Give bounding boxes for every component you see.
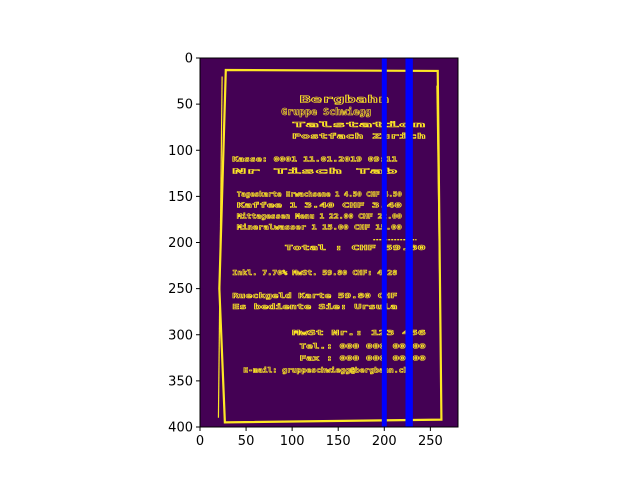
receipt-line-16: Fax : 000 000 00 00 [300,354,426,363]
receipt-line-3: Postfach Zurich [292,131,426,140]
receipt-line-2: Talstation [292,120,426,129]
x-tick-label: 200 [372,434,397,449]
y-tick-label: 100 [168,144,193,159]
receipt-line-4: Kasse: 0001 11.01.2019 09:11 [232,154,397,163]
receipt-line-5: Nr Tisch Tab [232,166,399,175]
y-tick-label: 50 [176,98,193,113]
y-tick-label: 400 [168,421,193,436]
plot-area: Bergbahn Gruppe Schwiegg Talstation Postfac… [200,58,458,427]
image-background [200,58,458,427]
receipt-line-15: Tel.: 000 000 00 00 [300,342,426,351]
x-tick-label: 0 [196,434,204,449]
receipt-line-1: Gruppe Schwiegg [281,107,371,118]
x-tick-label: 150 [326,434,351,449]
axes: 0 50 100 150 200 250 0 50 100 150 200 250 300 350 400 [168,52,459,449]
receipt-line-0: Bergbahn [300,94,390,105]
receipt-line-11: Inkl. 7.70% MwSt. 59.80 CHF: 4.28 [232,268,397,277]
receipt-line-17: E-mail: gruppeschwiegg@bergbahn.ch [243,366,408,375]
receipt-edge-left [217,76,223,418]
receipt-line-13: Es bediente Sie: Ursula [232,302,397,311]
receipt-line-10: Total : CHF 59.80 [285,243,426,252]
y-tick-label: 0 [185,52,193,67]
y-tick-label: 250 [168,282,193,297]
receipt-line-9: Mineralwasser 1 15.00 CHF 15.00 [237,223,402,232]
y-tick-label: 150 [168,190,193,205]
receipt-line-8: Mittagessen Menu 1 22.00 CHF 22.00 [237,212,402,221]
x-tick-label: 250 [418,434,443,449]
blue-vertical-band [405,58,413,427]
receipt-line-12: Rueckgeld Karte 59.80 CHF [232,291,397,300]
y-tick-label: 300 [168,328,193,343]
receipt-edge-right [436,85,442,409]
receipt-line-7: Kaffee 1 3.40 CHF 3.40 [237,200,402,209]
y-tick-label: 200 [168,236,193,251]
x-tick-label: 50 [238,434,255,449]
x-tick-label: 100 [280,434,305,449]
y-tick-label: 350 [168,374,193,389]
receipt-line-6: Tageskarte Erwachsene 1 4.50 CHF 4.50 [237,189,402,198]
receipt-line-14: MwSt Nr.: 123 456 [292,328,426,337]
